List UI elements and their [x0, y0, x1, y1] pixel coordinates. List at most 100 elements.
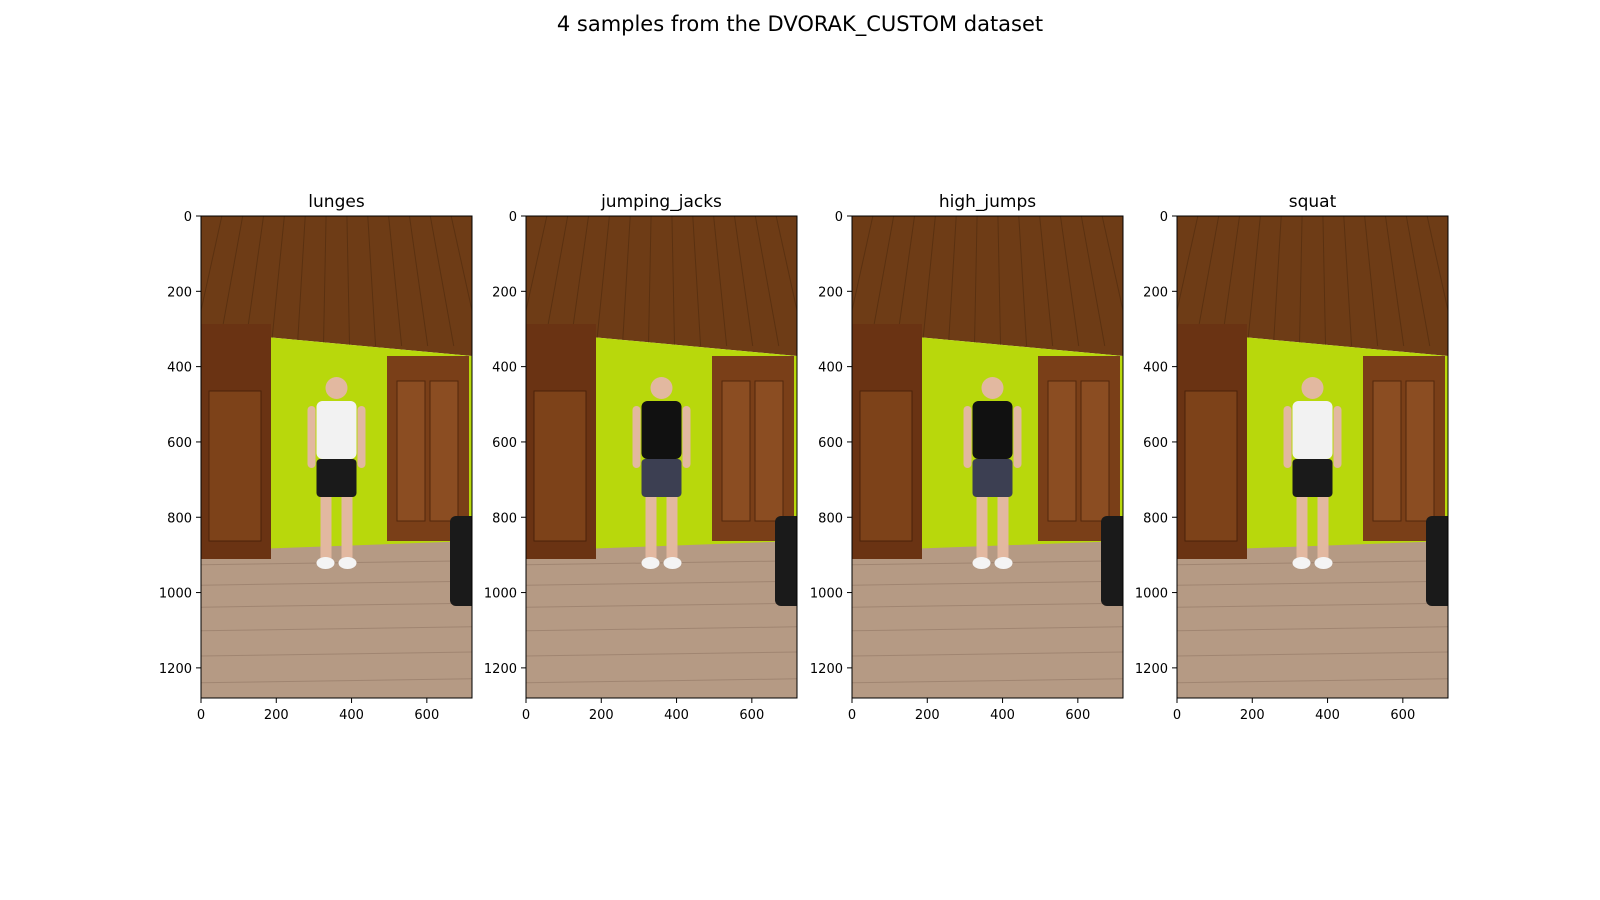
- floor-board: [1177, 737, 1448, 741]
- ceiling: [1177, 216, 1448, 356]
- y-tick-label: 800: [1143, 511, 1168, 526]
- person-shorts: [972, 459, 1013, 497]
- ceiling-plank: [647, 216, 652, 347]
- y-tick-label: 600: [492, 436, 517, 451]
- floor-board: [526, 678, 797, 684]
- ceiling-plank: [388, 216, 403, 347]
- ceiling-plank: [270, 216, 285, 347]
- person-sock: [994, 557, 1013, 569]
- panel-title: jumping_jacks: [600, 192, 722, 212]
- sofa: [450, 516, 472, 606]
- x-tick-label: 200: [1240, 708, 1265, 723]
- panel-jumping_jacks: jumping_jacks 0 200 400 600 800 1000 1200 0 200 40…: [484, 192, 798, 741]
- x-tick-label: 400: [1315, 708, 1340, 723]
- ceiling-plank: [526, 216, 527, 218]
- door-panel: [429, 380, 459, 522]
- y-tick-label: 0: [835, 210, 843, 225]
- person-sock: [663, 557, 682, 569]
- ceiling-plank: [408, 216, 429, 347]
- person-shorts: [316, 459, 357, 497]
- ceiling-plank: [471, 216, 472, 218]
- floor-board: [852, 626, 1123, 632]
- ceiling-plank: [1018, 216, 1028, 347]
- y-tick-label: 0: [184, 210, 192, 225]
- floor-board: [526, 737, 797, 741]
- ceiling-plank: [526, 216, 548, 313]
- person-arm: [357, 406, 366, 468]
- person-sock: [972, 557, 991, 569]
- door-panel: [396, 380, 426, 522]
- person-shirt: [316, 401, 357, 459]
- person-arm: [307, 406, 316, 468]
- floor-board: [852, 678, 1123, 684]
- ceiling-plank: [1080, 216, 1106, 347]
- y-tick-label: 1000: [484, 587, 517, 602]
- person-head: [325, 377, 348, 399]
- ceiling-plank: [1059, 216, 1080, 347]
- ceiling-plank: [621, 216, 631, 347]
- door-panel: [1047, 380, 1077, 522]
- wardrobe-door: [533, 390, 587, 542]
- floor-board: [526, 560, 797, 566]
- x-tick-label: 600: [1390, 708, 1415, 723]
- photo: [1177, 216, 1448, 741]
- person-sock: [1314, 557, 1333, 569]
- x-tick-label: 400: [664, 708, 689, 723]
- wardrobe-door: [859, 390, 913, 542]
- person-leg: [976, 497, 988, 559]
- ceiling-plank: [1384, 216, 1405, 347]
- ceiling-plank: [796, 216, 797, 218]
- x-tick-label: 600: [1065, 708, 1090, 723]
- photo: [201, 216, 472, 741]
- floor-board: [201, 626, 472, 632]
- ceiling: [526, 216, 797, 356]
- door-panel: [754, 380, 784, 522]
- ceiling-plank: [1177, 216, 1178, 218]
- x-tick-label: 0: [1173, 708, 1181, 723]
- ceiling: [852, 216, 1123, 356]
- y-tick-label: 1000: [810, 587, 843, 602]
- x-tick-label: 200: [915, 708, 940, 723]
- person-head: [981, 377, 1004, 399]
- x-tick-label: 0: [522, 708, 530, 723]
- y-tick-label: 0: [1160, 210, 1168, 225]
- y-tick-label: 200: [492, 285, 517, 300]
- person-leg: [341, 497, 353, 559]
- floor-board: [852, 602, 1123, 608]
- floor-board: [201, 737, 472, 741]
- x-tick-label: 200: [264, 708, 289, 723]
- x-tick-label: 200: [589, 708, 614, 723]
- sofa: [775, 516, 797, 606]
- person-shirt: [1292, 401, 1333, 459]
- ceiling-plank: [973, 216, 978, 347]
- ceiling-plank: [296, 216, 306, 347]
- person-arm: [963, 406, 972, 468]
- y-tick-label: 0: [509, 210, 517, 225]
- panel-title: high_jumps: [939, 192, 1036, 212]
- floor-board: [1177, 678, 1448, 684]
- y-tick-label: 1200: [484, 662, 517, 677]
- ceiling-plank: [1364, 216, 1379, 347]
- ceiling-plank: [997, 216, 1002, 347]
- x-tick-label: 600: [739, 708, 764, 723]
- person-leg: [997, 497, 1009, 559]
- ceiling-plank: [1122, 216, 1123, 218]
- floor-board: [201, 678, 472, 684]
- floor-board: [1177, 560, 1448, 566]
- y-tick-label: 200: [167, 285, 192, 300]
- axes-frame: [1176, 215, 1449, 699]
- person-leg: [666, 497, 678, 559]
- person-arm: [1333, 406, 1342, 468]
- axes-frame: [525, 215, 798, 699]
- person-arm: [1283, 406, 1292, 468]
- person-arm: [632, 406, 641, 468]
- person-leg: [1317, 497, 1329, 559]
- floor-board: [201, 651, 472, 657]
- y-tick-label: 800: [492, 511, 517, 526]
- ceiling-plank: [852, 216, 853, 218]
- ceiling-plank: [201, 216, 202, 218]
- ceiling-plank: [201, 216, 223, 313]
- ceiling-plank: [775, 216, 797, 313]
- ceiling-plank: [1343, 216, 1353, 347]
